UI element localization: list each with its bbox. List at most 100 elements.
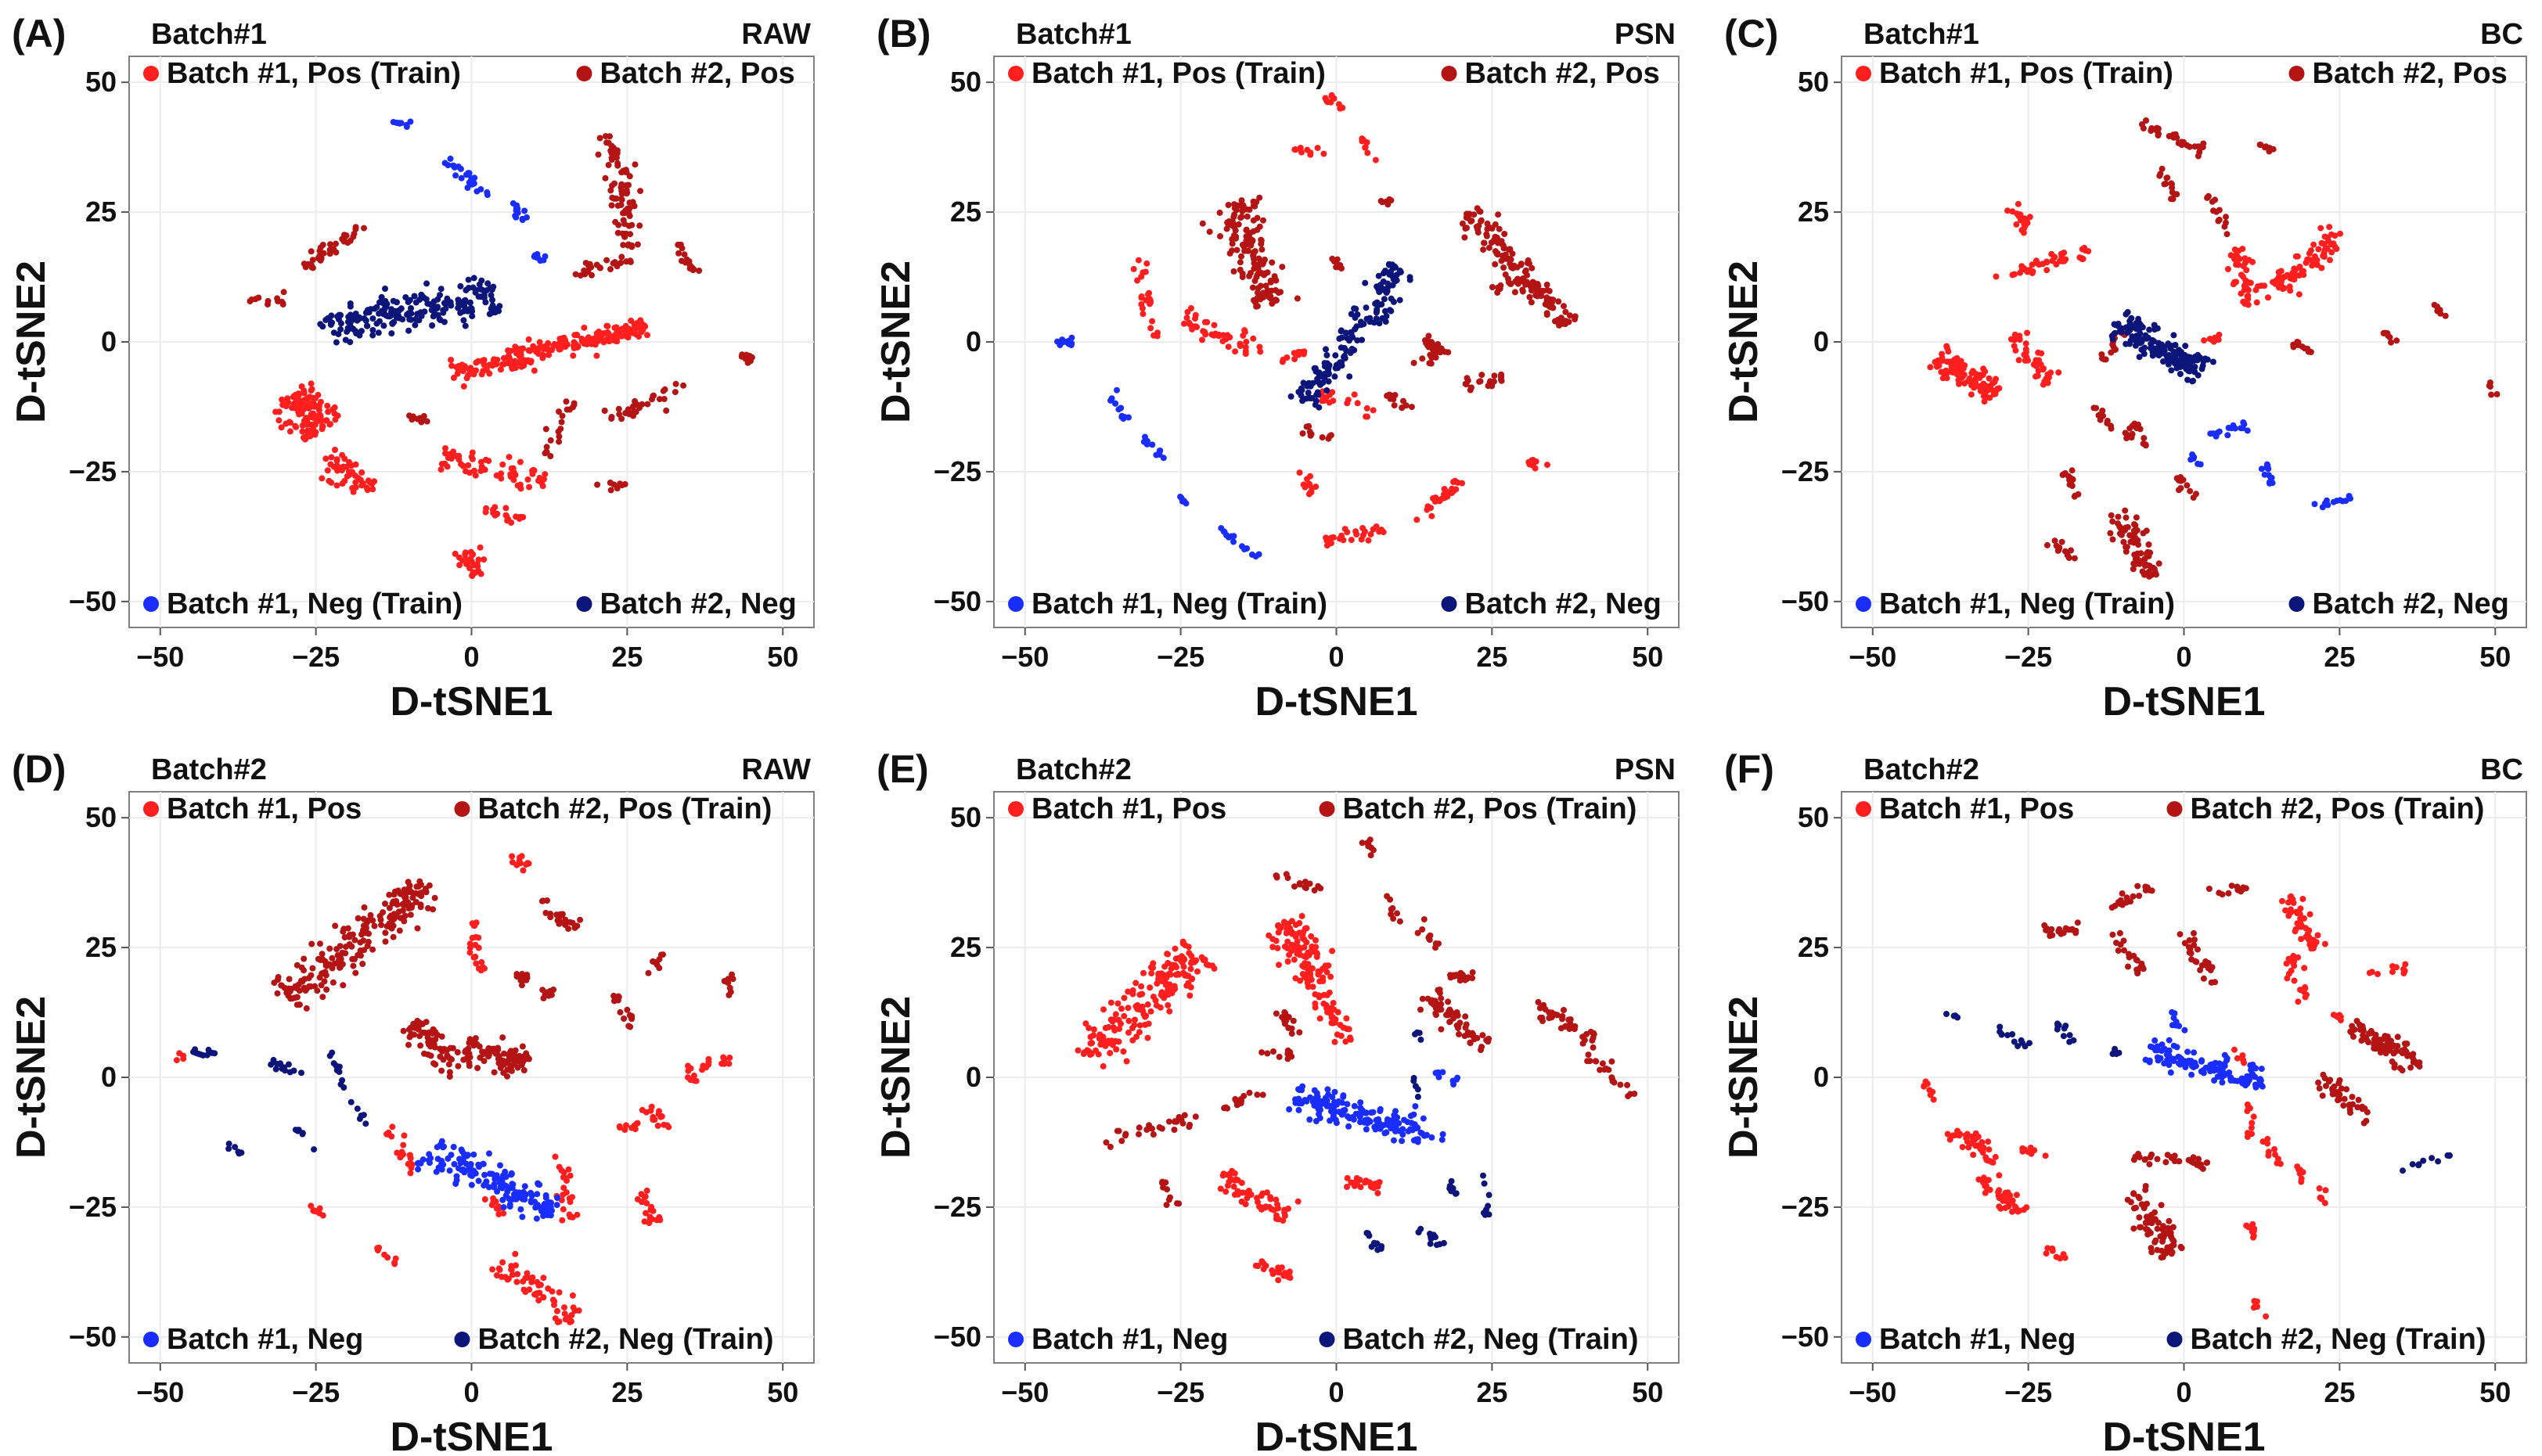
scatter-point — [2108, 333, 2115, 340]
scatter-point — [2243, 267, 2250, 274]
scatter-point — [1363, 413, 1370, 420]
scatter-point — [2098, 351, 2105, 358]
scatter-point — [301, 418, 308, 424]
scatter-point — [225, 1145, 232, 1152]
scatter-point — [1296, 1087, 1303, 1093]
scatter-point — [307, 983, 314, 990]
scatter-point — [394, 299, 400, 306]
scatter-point — [1309, 948, 1316, 955]
scatter-point — [327, 461, 334, 468]
scatter-point — [1216, 209, 1223, 216]
scatter-point — [2401, 967, 2408, 974]
panel-title: Batch#1 — [151, 18, 267, 51]
legend-item-batch1_neg: Batch #1, Neg — [143, 1323, 363, 1356]
scatter-point — [1487, 378, 1493, 385]
scatter-point — [2277, 268, 2285, 275]
legend-marker — [143, 801, 159, 817]
scatter-point — [1382, 268, 1388, 275]
scatter-point — [2139, 324, 2146, 331]
scatter-point — [608, 154, 615, 161]
scatter-point — [347, 339, 354, 346]
scatter-point — [1270, 1048, 1276, 1055]
scatter-point — [460, 317, 467, 324]
scatter-point — [1377, 1108, 1384, 1115]
scatter-point — [369, 946, 376, 953]
scatter-point — [369, 327, 376, 333]
scatter-point — [2107, 530, 2114, 537]
scatter-point — [1944, 1131, 1951, 1138]
scatter-point — [1979, 1149, 1986, 1156]
scatter-point — [1366, 315, 1374, 322]
scatter-point — [1459, 480, 1466, 487]
scatter-point — [2119, 329, 2125, 336]
scatter-point — [2058, 538, 2065, 545]
scatter-point — [1975, 383, 1982, 390]
scatter-point — [1969, 377, 1976, 384]
scatter-point — [1388, 1125, 1395, 1132]
scatter-point — [1396, 297, 1403, 304]
scatter-point — [1140, 311, 1147, 318]
scatter-point — [333, 339, 340, 346]
scatter-point — [525, 336, 532, 343]
scatter-point — [2336, 1012, 2343, 1019]
scatter-point — [2031, 1147, 2038, 1154]
scatter-point — [1288, 1053, 1295, 1060]
scatter-point — [1485, 1203, 1492, 1210]
scatter-point — [2265, 294, 2271, 301]
scatter-point — [1132, 980, 1140, 987]
scatter-point — [486, 370, 493, 377]
scatter-point — [660, 387, 667, 394]
scatter-point — [500, 1050, 507, 1057]
scatter-point — [630, 325, 637, 333]
scatter-point — [2442, 312, 2449, 319]
scatter-point — [455, 368, 462, 375]
scatter-point — [634, 241, 641, 248]
scatter-point — [1232, 348, 1239, 355]
scatter-point — [518, 982, 525, 989]
scatter-point — [477, 185, 484, 192]
scatter-point — [2241, 255, 2249, 262]
scatter-point — [2173, 134, 2180, 141]
scatter-point — [1426, 360, 1433, 367]
scatter-point — [552, 1315, 559, 1322]
scatter-point — [1371, 1123, 1378, 1131]
scatter-point — [352, 969, 359, 976]
scatter-point — [1518, 278, 1525, 285]
legend-item-batch1_pos: Batch #1, Pos — [1008, 793, 1226, 825]
scatter-point — [2068, 479, 2075, 486]
scatter-point — [1469, 969, 1476, 976]
scatter-point — [1097, 1041, 1104, 1048]
scatter-point — [2302, 983, 2309, 990]
scatter-point — [1330, 534, 1337, 541]
scatter-point — [1351, 1182, 1358, 1189]
scatter-point — [1291, 956, 1298, 963]
scatter-point — [1424, 995, 1431, 1002]
scatter-point — [1424, 503, 1431, 510]
panel-title: Batch#1 — [1863, 18, 1979, 51]
scatter-point — [1256, 269, 1263, 276]
scatter-point — [2053, 1253, 2060, 1260]
scatter-point — [211, 1050, 218, 1057]
scatter-point — [2004, 1189, 2011, 1196]
scatter-point — [1539, 287, 1546, 294]
scatter-point — [2212, 196, 2219, 203]
scatter-point — [2393, 337, 2400, 344]
scatter-point — [607, 187, 614, 194]
scatter-point — [2059, 257, 2065, 264]
scatter-point — [696, 268, 703, 274]
scatter-point — [1971, 1136, 1979, 1142]
scatter-point — [361, 904, 368, 911]
series-batch1_neg — [414, 1138, 561, 1222]
scatter-point — [1192, 311, 1199, 318]
scatter-point — [470, 275, 477, 282]
scatter-point — [1426, 933, 1433, 940]
scatter-point — [341, 934, 348, 940]
scatter-point — [574, 922, 581, 929]
scatter-point — [1230, 538, 1237, 545]
scatter-point — [2331, 243, 2339, 250]
scatter-point — [1364, 149, 1371, 156]
legend-marker — [1441, 66, 1457, 81]
scatter-point — [1164, 1186, 1171, 1193]
scatter-point — [2233, 261, 2240, 268]
scatter-point — [560, 1206, 567, 1213]
